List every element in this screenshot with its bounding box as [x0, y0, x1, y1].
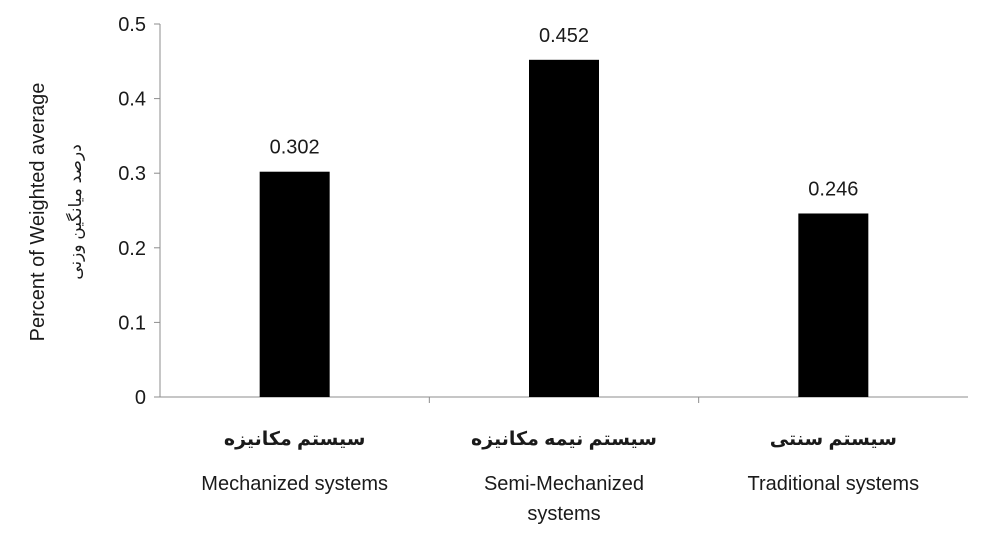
category-label-persian: سیستم سنتی — [770, 429, 897, 450]
category-label: Semi-Mechanized — [484, 473, 644, 495]
bar — [529, 59, 599, 398]
data-label: 0.302 — [270, 137, 320, 159]
category-label: systems — [527, 503, 600, 525]
bars — [259, 59, 869, 398]
y-tick-label: 0.5 — [118, 14, 146, 36]
category-label-persian: سیستم مکانیزه — [224, 429, 366, 450]
y-tick-label: 0 — [135, 387, 146, 409]
y-tick-label: 0.2 — [118, 238, 146, 260]
data-label: 0.452 — [539, 25, 589, 47]
y-tick-label: 0.4 — [118, 89, 146, 111]
y-tick-label: 0.1 — [118, 312, 146, 334]
data-label: 0.246 — [808, 178, 858, 200]
bar — [259, 171, 330, 397]
y-axis-ticks: 0 0.1 0.2 0.3 0.4 0.5 — [118, 14, 160, 409]
category-label: Mechanized systems — [201, 473, 388, 495]
data-labels: 0.302 0.452 0.246 — [270, 25, 859, 201]
y-axis-label-persian: درصد میانگین وزنی — [65, 144, 85, 280]
category-label-persian: سیستم نیمه مکانیزه — [471, 429, 657, 450]
category-label: Traditional systems — [748, 473, 920, 495]
y-tick-label: 0.3 — [118, 163, 146, 185]
y-axis-label: Percent of Weighted average — [27, 83, 49, 342]
x-axis-categories: سیستم مکانیزه Mechanized systems سیستم نیم… — [201, 429, 919, 525]
bar — [798, 213, 869, 397]
